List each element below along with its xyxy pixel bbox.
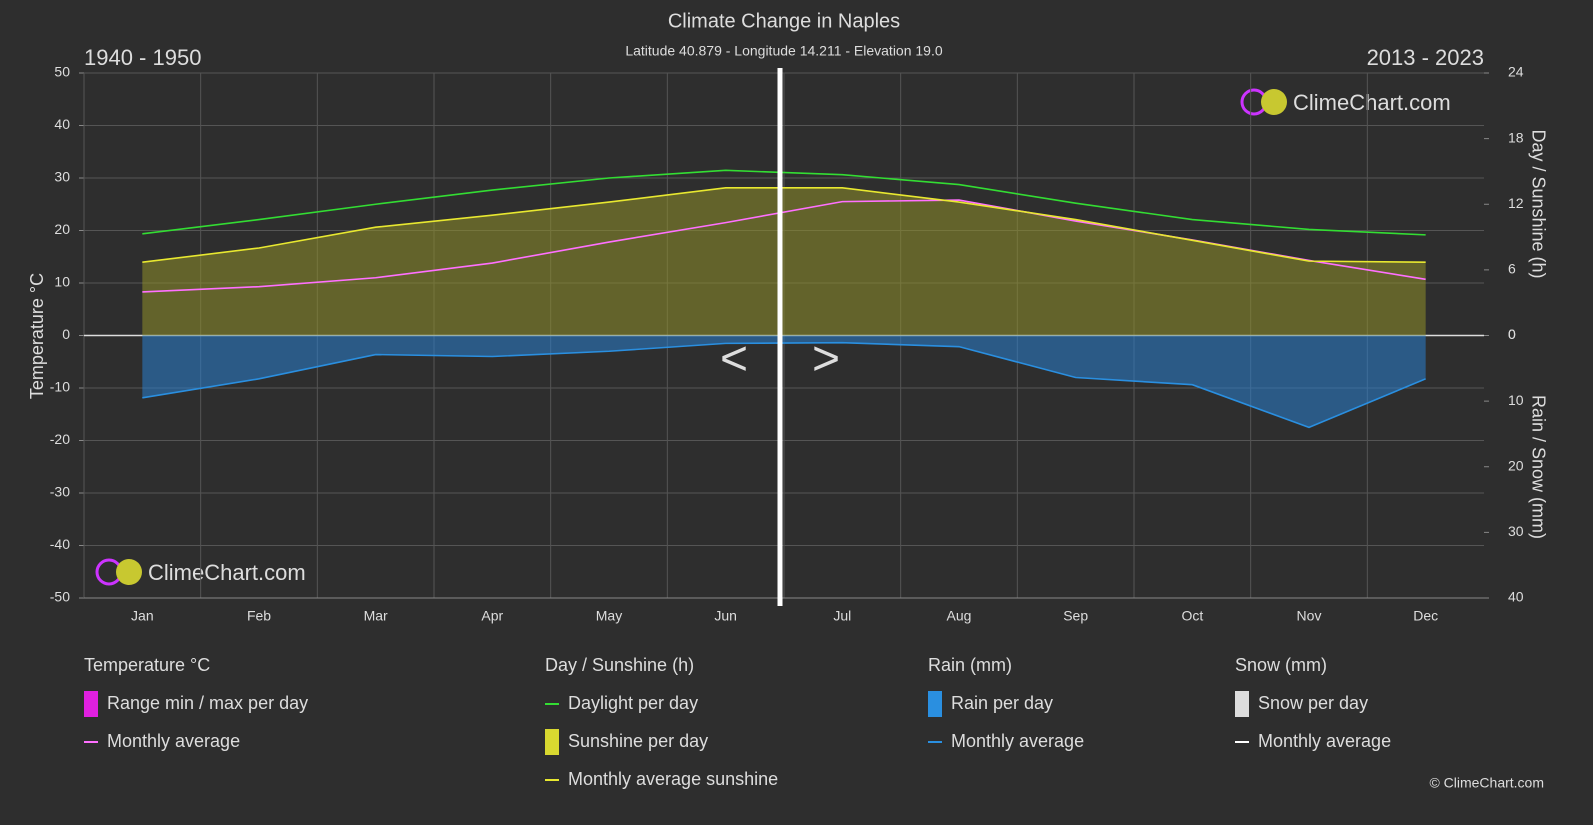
legend-label: Monthly average sunshine — [568, 769, 778, 789]
line — [142, 187, 1426, 264]
logo-sun — [1261, 89, 1287, 115]
legend-label: Monthly average — [1258, 731, 1391, 751]
x-tick-label: Sep — [1063, 608, 1088, 624]
nav-next[interactable]: > — [812, 333, 840, 386]
legend-label: Range min / max per day — [107, 693, 308, 713]
y-tick-label: 30 — [54, 169, 70, 185]
y-tick-label: 50 — [54, 64, 70, 80]
legend-label: Daylight per day — [568, 693, 698, 713]
x-tick-label: Oct — [1181, 608, 1203, 624]
period-left: 1940 - 1950 — [84, 45, 201, 70]
x-tick-label: Jan — [131, 608, 154, 624]
y3-tick-label: 0 — [1508, 326, 1516, 342]
x-tick-label: May — [596, 608, 622, 624]
y3-tick-label: 20 — [1508, 457, 1524, 473]
legend-heading: Temperature °C — [84, 655, 210, 675]
copyright: © ClimeChart.com — [1429, 775, 1544, 791]
logo-text: ClimeChart.com — [148, 560, 306, 585]
y3-axis-label: Rain / Snow (mm) — [1528, 395, 1548, 539]
legend-heading: Day / Sunshine (h) — [545, 655, 694, 675]
x-tick-label: Mar — [364, 608, 388, 624]
y-tick-label: -50 — [50, 589, 70, 605]
x-tick-label: Jul — [833, 608, 851, 624]
legend-swatch — [84, 691, 98, 717]
y-tick-label: 40 — [54, 116, 70, 132]
line — [142, 169, 1426, 236]
chart-title: Climate Change in Naples — [668, 10, 900, 32]
y3-tick-label: 10 — [1508, 392, 1524, 408]
y-tick-label: 0 — [62, 326, 70, 342]
x-tick-label: Jun — [714, 608, 737, 624]
y2-tick-label: 0 — [1508, 326, 1516, 342]
y-tick-label: 10 — [54, 274, 70, 290]
x-tick-label: Apr — [481, 608, 503, 624]
y2-axis-label: Day / Sunshine (h) — [1528, 129, 1548, 278]
y3-tick-label: 40 — [1508, 589, 1524, 605]
y2-tick-label: 6 — [1508, 261, 1516, 277]
legend-label: Rain per day — [951, 693, 1053, 713]
y2-tick-label: 12 — [1508, 195, 1524, 211]
logo-text: ClimeChart.com — [1293, 90, 1451, 115]
legend-heading: Rain (mm) — [928, 655, 1012, 675]
plot: -50-40-30-20-100102030405006121824010203… — [50, 64, 1524, 624]
logo-bottom: ClimeChart.com — [95, 558, 306, 586]
y-tick-label: 20 — [54, 221, 70, 237]
period-right: 2013 - 2023 — [1367, 45, 1484, 70]
area — [142, 335, 1426, 428]
line — [142, 341, 1426, 429]
y-axis-label: Temperature °C — [27, 273, 47, 399]
legend-label: Monthly average — [107, 731, 240, 751]
y-tick-label: -30 — [50, 484, 70, 500]
y-tick-label: -10 — [50, 379, 70, 395]
nav-prev[interactable]: < — [720, 333, 748, 386]
y-tick-label: -40 — [50, 536, 70, 552]
logo-sun — [116, 559, 142, 585]
legend-swatch — [545, 729, 559, 755]
legend-label: Sunshine per day — [568, 731, 708, 751]
y-tick-label: -20 — [50, 431, 70, 447]
y2-tick-label: 24 — [1508, 64, 1524, 80]
legend-label: Snow per day — [1258, 693, 1368, 713]
legend-swatch — [928, 691, 942, 717]
chart-subtitle: Latitude 40.879 - Longitude 14.211 - Ele… — [625, 43, 943, 59]
x-tick-label: Dec — [1413, 608, 1438, 624]
logo-top: ClimeChart.com — [1240, 88, 1451, 116]
y2-tick-label: 18 — [1508, 129, 1524, 145]
legend-label: Monthly average — [951, 731, 1084, 751]
legend: Temperature °C Range min / max per day Mon… — [84, 655, 1391, 789]
x-tick-label: Nov — [1297, 608, 1322, 624]
x-tick-label: Feb — [247, 608, 271, 624]
x-tick-label: Aug — [947, 608, 972, 624]
y3-tick-label: 30 — [1508, 523, 1524, 539]
legend-heading: Snow (mm) — [1235, 655, 1327, 675]
legend-swatch — [1235, 691, 1249, 717]
